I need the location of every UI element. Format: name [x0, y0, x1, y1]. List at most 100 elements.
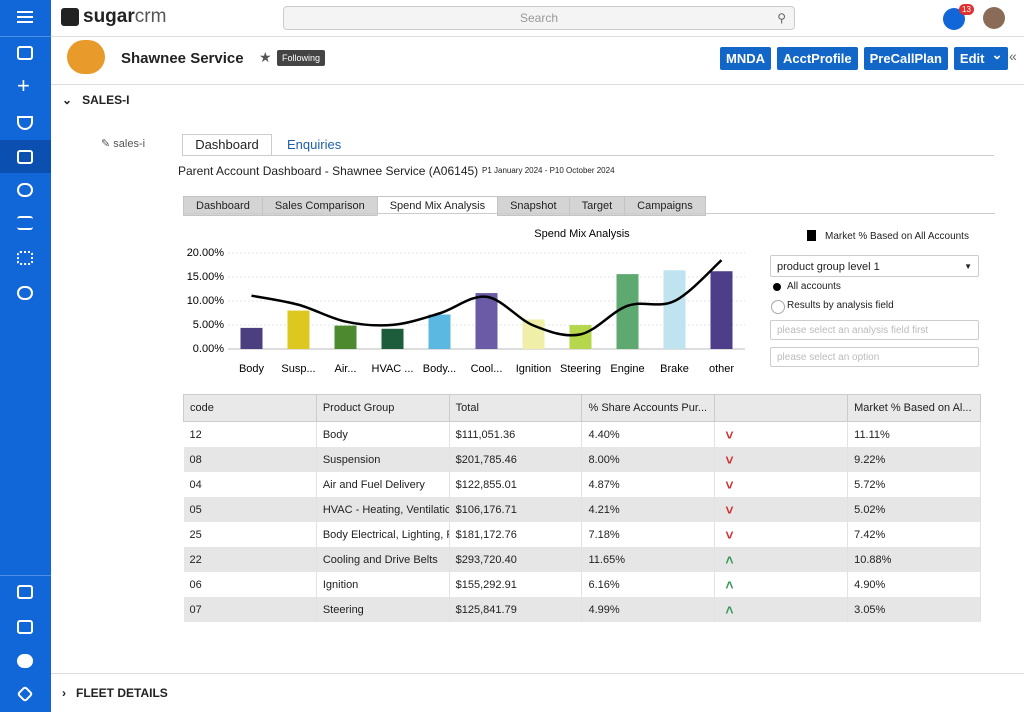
bar: [569, 325, 592, 349]
tab[interactable]: Dashboard: [182, 134, 272, 155]
action-button[interactable]: MNDA: [720, 47, 771, 70]
bar: [240, 327, 263, 349]
contacts-icon[interactable]: [17, 183, 33, 197]
table-cell: $106,176.71: [449, 497, 583, 522]
trend-cell: ˄: [714, 597, 849, 622]
y-tick-label: 10.00%: [187, 295, 225, 307]
option-select[interactable]: please select an option: [770, 347, 979, 367]
header-cell[interactable]: code: [183, 394, 317, 422]
chat-icon[interactable]: [17, 620, 33, 634]
y-tick-label: 5.00%: [193, 319, 224, 331]
panel-header[interactable]: › FLEET DETAILS: [62, 686, 168, 700]
table-row: 08 Suspension $201,785.46 8.00% ˅ 9.22%: [183, 447, 981, 472]
search-placeholder: Search: [519, 11, 559, 25]
layers-icon[interactable]: [16, 685, 34, 703]
tab[interactable]: Enquiries: [287, 137, 342, 152]
table-cell: $122,855.01: [449, 472, 583, 497]
table-cell: Ignition: [316, 572, 450, 597]
help-icon[interactable]: [17, 654, 33, 668]
table-cell: $181,172.76: [449, 522, 583, 547]
brand: sugarcrm: [83, 6, 166, 28]
table-cell: 04: [183, 472, 317, 497]
x-tick-label: Engine: [610, 363, 644, 375]
table-row: 04 Air and Fuel Delivery $122,855.01 4.87% ˅…: [183, 472, 981, 497]
table-cell: 05: [183, 497, 317, 522]
bar: [381, 328, 404, 349]
subtab[interactable]: Campaigns: [624, 196, 706, 216]
docs-icon[interactable]: [17, 585, 33, 599]
table-cell: HVAC - Heating, Ventilatic: [316, 497, 450, 522]
table-cell: 3.05%: [847, 597, 981, 622]
table-cell: 6.16%: [581, 572, 716, 597]
data-table: code Product Group Total% Share Accounts P…: [183, 394, 981, 622]
apps-icon[interactable]: [17, 251, 33, 265]
brand-bold: sugar: [83, 6, 135, 27]
header-cell[interactable]: % Share Accounts Pur...: [581, 394, 716, 422]
table-cell: $293,720.40: [449, 547, 583, 572]
action-button[interactable]: PreCallPlan: [863, 47, 948, 70]
action-button[interactable]: Edit ⌄: [953, 47, 1009, 70]
subtab[interactable]: Dashboard: [183, 196, 263, 216]
select-value: product group level 1: [777, 261, 880, 273]
subtab[interactable]: Sales Comparison: [261, 196, 378, 216]
table-cell: 5.02%: [847, 497, 981, 522]
chart-title: Spend Mix Analysis: [534, 228, 630, 240]
trend-cell: ˅: [714, 472, 849, 497]
dropdown-caret[interactable]: ⌄: [991, 47, 1003, 62]
sidebar: +: [0, 0, 51, 712]
table-cell: 08: [183, 447, 317, 472]
collapse-toggle[interactable]: «: [1009, 48, 1017, 64]
table-cell: 7.42%: [847, 522, 981, 547]
y-tick-label: 15.00%: [187, 271, 225, 283]
opportunity-icon[interactable]: [17, 116, 33, 130]
avatar[interactable]: [983, 7, 1005, 29]
x-tick-label: Brake: [660, 363, 689, 375]
support-icon[interactable]: [17, 286, 33, 300]
header-cell: [714, 394, 849, 422]
x-tick-label: Cool...: [471, 363, 503, 375]
brand-logo: [61, 8, 79, 26]
table-cell: 4.40%: [581, 421, 716, 447]
trend-icon: ˅: [725, 526, 734, 543]
home-icon[interactable]: [17, 46, 33, 60]
action-buttons: MNDA AcctProfile PreCallPlan Edit ⌄: [714, 47, 1009, 70]
x-tick-label: Ignition: [516, 363, 551, 375]
table-cell: 4.21%: [581, 497, 716, 522]
favorite-star[interactable]: ★: [259, 49, 272, 65]
follow-badge[interactable]: Following: [277, 50, 326, 66]
table-row: 25 Body Electrical, Lighting, F $181,172.7…: [183, 522, 981, 547]
top-bar: sugarcrm Search ⚲ 13: [51, 0, 1024, 37]
add-icon[interactable]: +: [17, 73, 30, 98]
field-select[interactable]: please select an analysis field first: [770, 320, 979, 340]
filter-icon[interactable]: [17, 216, 33, 230]
radio[interactable]: [771, 300, 785, 314]
header-cell[interactable]: Market % Based on Al...: [847, 394, 981, 422]
subtab[interactable]: Snapshot: [497, 196, 570, 216]
legend-swatch: [807, 230, 816, 241]
header-row: code Product Group Total% Share Accounts P…: [183, 394, 981, 422]
accounts-icon[interactable]: [17, 150, 33, 164]
trend-cell: ˅: [714, 421, 849, 447]
menu-icon[interactable]: [17, 11, 33, 23]
header-cell[interactable]: Total: [448, 394, 583, 422]
subtab[interactable]: Spend Mix Analysis: [376, 196, 499, 216]
panel-header[interactable]: ⌄ SALES-I: [62, 93, 130, 107]
table-cell: $201,785.46: [449, 447, 583, 472]
search-box[interactable]: Search ⚲: [283, 6, 795, 30]
radio-selected[interactable]: [773, 283, 781, 291]
trend-icon: ˅: [725, 426, 734, 443]
legend-label: Market % Based on All Accounts: [825, 231, 969, 242]
table-cell: 22: [183, 547, 317, 572]
group-select[interactable]: product group level 1 ▼: [770, 255, 979, 277]
trend-cell: ˅: [714, 497, 849, 522]
notification-button[interactable]: [943, 8, 965, 30]
table-row: 22 Cooling and Drive Belts $293,720.40 11.6…: [183, 547, 981, 572]
table-cell: 06: [183, 572, 317, 597]
table-cell: Steering: [316, 597, 450, 622]
header-cell[interactable]: Product Group: [315, 394, 450, 422]
dashboard-title: Parent Account Dashboard - Shawnee Servi…: [178, 164, 479, 178]
action-button[interactable]: AcctProfile: [777, 47, 858, 70]
table-cell: $125,841.79: [449, 597, 583, 622]
table-cell: 10.88%: [847, 547, 981, 572]
subtab[interactable]: Target: [568, 196, 626, 216]
